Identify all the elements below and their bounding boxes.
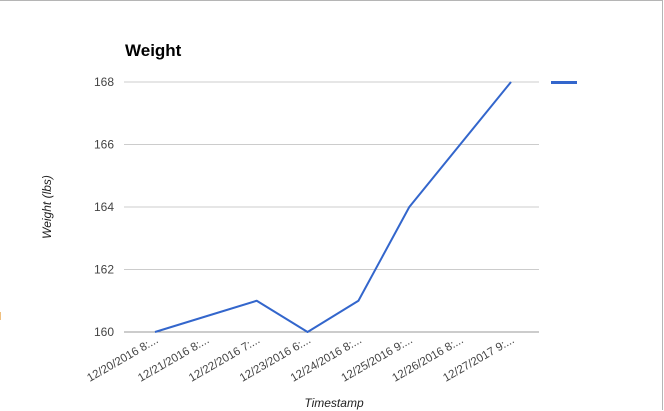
chart-title: Weight	[125, 41, 182, 60]
y-tick-label: 162	[94, 263, 114, 277]
x-axis-label: Timestamp	[304, 396, 364, 410]
x-tick-labels: 12/20/2016 8:...12/21/2016 8:...12/22/20…	[85, 334, 516, 384]
y-tick-label: 166	[94, 138, 114, 152]
y-tick-label: 164	[94, 200, 114, 214]
series-line	[154, 81, 512, 333]
y-axis-label: Weight (lbs)	[40, 175, 54, 239]
series-lines	[154, 81, 512, 333]
gridlines	[124, 81, 539, 333]
legend	[551, 81, 583, 84]
y-tick-label: 168	[94, 75, 114, 89]
edge-marker	[0, 312, 1, 320]
y-tick-label: 160	[94, 325, 114, 339]
y-tick-labels: 160 162 164 166 168	[94, 75, 114, 339]
legend-swatch	[551, 81, 577, 84]
